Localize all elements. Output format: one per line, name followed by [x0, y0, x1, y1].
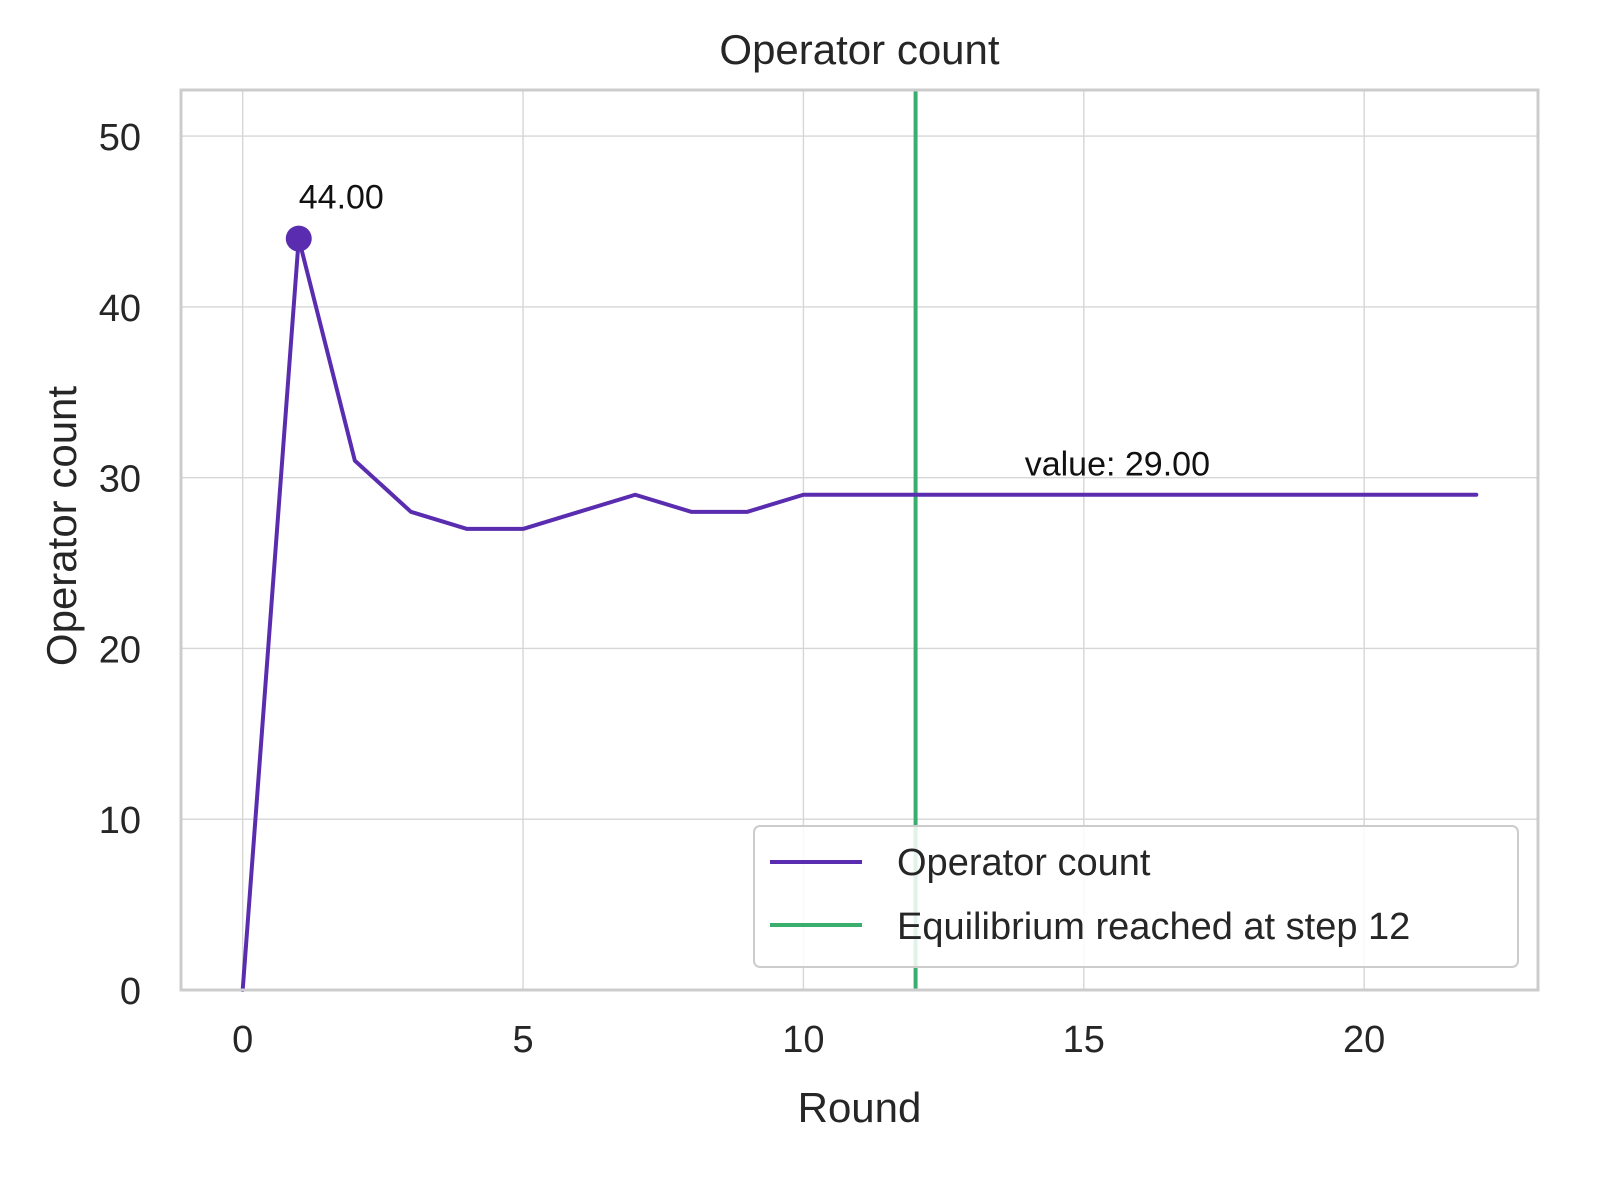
y-tick-label-1: 10: [99, 800, 141, 842]
chart-title: Operator count: [719, 26, 999, 73]
series-layer: [240, 236, 1479, 992]
legend: Operator count Equilibrium reached at st…: [753, 825, 1519, 968]
x-axis-label: Round: [798, 1084, 922, 1131]
plot-frame: [179, 88, 1540, 992]
value-annotation: value: 29.00: [1025, 446, 1210, 484]
y-tick-label-5: 50: [99, 117, 141, 159]
y-tick-label-2: 20: [99, 629, 141, 671]
series-line-operator-count: [240, 236, 1479, 992]
x-tick-label-0: 0: [232, 1019, 253, 1061]
tick-labels: 0 5 10 15 20 0 10 20 30 40 50: [99, 117, 1386, 1061]
legend-label-operator-count: Operator count: [897, 842, 1151, 884]
x-tick-label-4: 20: [1343, 1019, 1385, 1061]
annotation-layer: 44.00 value: 29.00: [285, 179, 1210, 484]
y-axis-label: Operator count: [38, 386, 85, 666]
x-tick-label-2: 10: [782, 1019, 824, 1061]
legend-label-equilibrium: Equilibrium reached at step 12: [897, 906, 1410, 948]
y-tick-label-4: 40: [99, 288, 141, 330]
y-tick-label-0: 0: [120, 971, 141, 1013]
legend-box: [753, 825, 1519, 968]
x-tick-label-3: 15: [1063, 1019, 1105, 1061]
x-tick-label-1: 5: [512, 1019, 533, 1061]
peak-marker: [285, 225, 312, 252]
peak-annotation: 44.00: [299, 179, 384, 217]
y-tick-label-3: 30: [99, 459, 141, 501]
